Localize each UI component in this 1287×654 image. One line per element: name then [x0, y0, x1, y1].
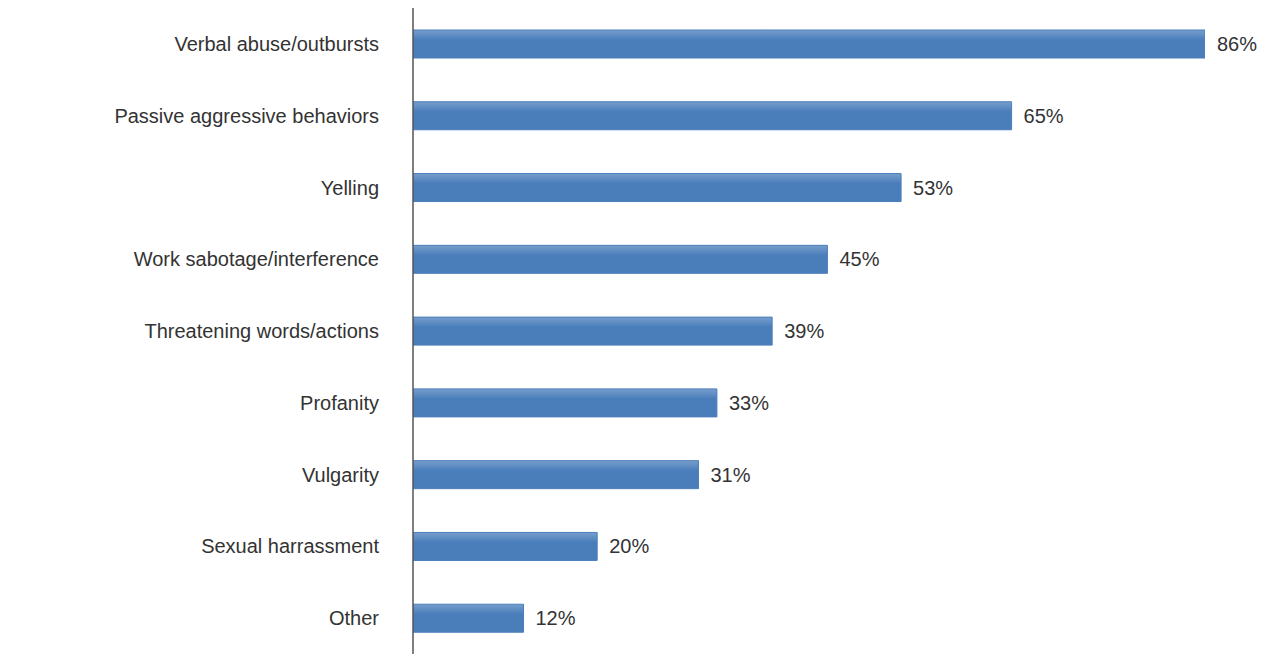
svg-text:12%: 12%: [536, 607, 576, 629]
svg-text:53%: 53%: [913, 177, 953, 199]
svg-text:86%: 86%: [1217, 33, 1257, 55]
svg-text:33%: 33%: [729, 392, 769, 414]
svg-text:Threatening words/actions: Threatening words/actions: [144, 320, 379, 342]
svg-text:Profanity: Profanity: [300, 392, 379, 414]
svg-text:39%: 39%: [784, 320, 824, 342]
svg-text:Work sabotage/interference: Work sabotage/interference: [134, 248, 379, 270]
svg-text:45%: 45%: [839, 248, 879, 270]
svg-text:Sexual harrassment: Sexual harrassment: [201, 535, 379, 557]
svg-text:Passive aggressive behaviors: Passive aggressive behaviors: [114, 105, 379, 127]
svg-text:65%: 65%: [1024, 105, 1064, 127]
svg-text:Other: Other: [329, 607, 379, 629]
svg-text:Yelling: Yelling: [321, 177, 379, 199]
svg-text:31%: 31%: [710, 464, 750, 486]
svg-text:Verbal abuse/outbursts: Verbal abuse/outbursts: [174, 33, 379, 55]
svg-text:20%: 20%: [609, 535, 649, 557]
svg-text:Vulgarity: Vulgarity: [302, 464, 379, 486]
